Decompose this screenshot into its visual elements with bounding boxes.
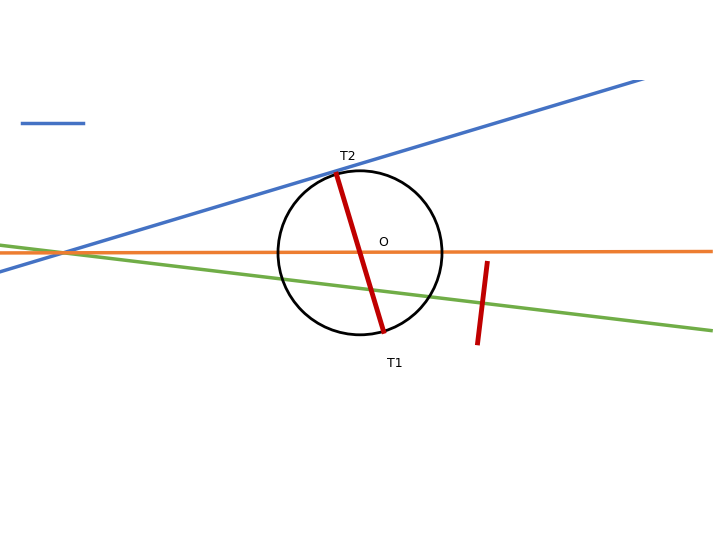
Text: 2.          Hallar la bisectriz del angulo que torman las rectas.: 2. Hallar la bisectriz del angulo que to… — [13, 510, 428, 523]
Text: T2: T2 — [340, 150, 356, 163]
Text: Caso 16: Enlazar las rectas dadas mediante un arco o una circunferencia de: Caso 16: Enlazar las rectas dadas median… — [13, 15, 640, 30]
Bar — [0, 0, 9, 80]
Text: radio r: radio r — [13, 50, 68, 65]
Text: T1: T1 — [387, 357, 402, 370]
Text: O: O — [378, 235, 388, 248]
Text: 3.          El punto donde la bisectriz corta a la paralela será O, el centro de: 3. El punto donde la bisectriz corta a l… — [13, 452, 546, 474]
